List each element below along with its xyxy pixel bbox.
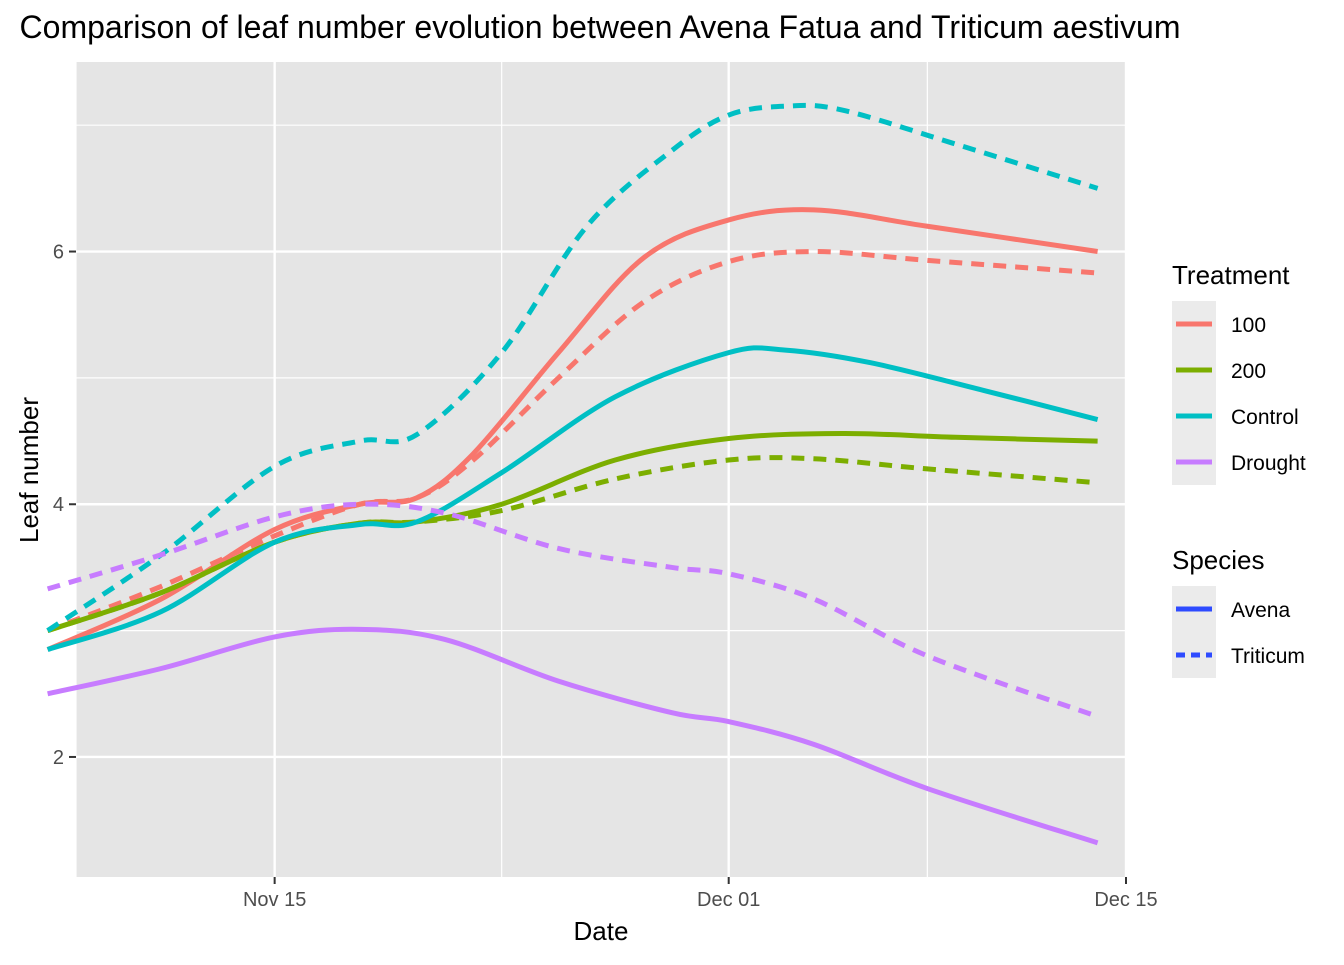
series-line-100-avena: [46, 207, 1098, 652]
series-line-drought-avena: [47, 626, 1099, 846]
legend-title-treatment: Treatment: [1172, 260, 1290, 290]
series-line-200-triticum: [46, 455, 1098, 633]
legend-item-label: Drought: [1231, 452, 1306, 475]
legend-item-label: Avena: [1231, 599, 1290, 622]
x-tick-label: Dec 01: [697, 889, 760, 911]
y-tick-label: 4: [53, 494, 64, 516]
legend-item-label: 100: [1231, 314, 1266, 337]
chart-title: Comparison of leaf number evolution betw…: [20, 9, 1181, 45]
axis-layer: 2 4 6 Nov 15 Dec 01 Dec 15: [53, 242, 1158, 911]
y-tick-label: 6: [53, 242, 64, 264]
x-tick-label: Dec 15: [1094, 889, 1157, 911]
plot-panel: [76, 62, 1126, 877]
legend-title-species: Species: [1172, 545, 1265, 575]
legend-item-label: Triticum: [1231, 645, 1305, 668]
series-line-control-avena: [46, 345, 1099, 652]
series-line-control-triticum: [46, 102, 1099, 633]
series-line-100-triticum: [46, 249, 1098, 633]
series-line-drought-triticum: [46, 501, 1099, 719]
legend: Treatment 100 200 Control Drought Species Aven…: [1172, 260, 1306, 678]
major-gridlines: [76, 62, 1128, 877]
y-axis-title: Leaf number: [14, 397, 44, 543]
y-tick-label: 2: [53, 747, 64, 769]
legend-item-label: 200: [1231, 360, 1266, 383]
x-tick-label: Nov 15: [243, 889, 306, 911]
series-line-200-avena: [46, 430, 1098, 633]
legend-item-label: Control: [1231, 406, 1299, 429]
x-axis-title: Date: [574, 916, 629, 946]
series-layer: [46, 102, 1099, 846]
